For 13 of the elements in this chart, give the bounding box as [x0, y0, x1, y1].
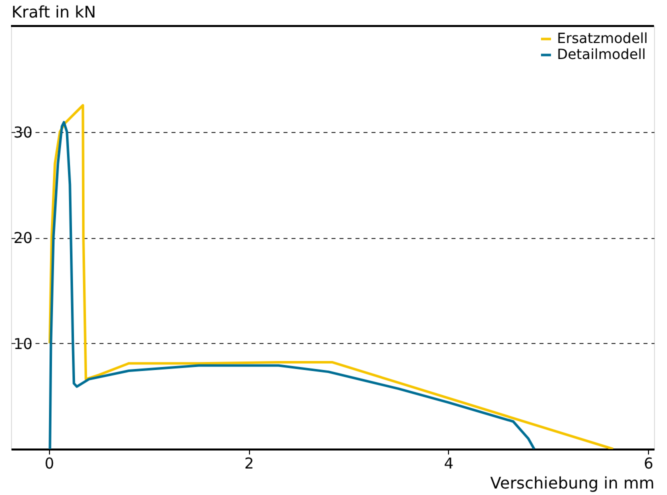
x-tick-label: 2 — [244, 454, 254, 472]
y-tick-label: 30 — [14, 123, 33, 142]
x-tick-label: 0 — [44, 454, 54, 472]
x-axis-title: Verschiebung in mm — [490, 474, 654, 492]
x-tick-label: 4 — [444, 454, 454, 472]
line-series — [48, 120, 536, 449]
y-tick-label: 20 — [14, 229, 33, 247]
y-tick-label: 10 — [14, 334, 33, 353]
legend-label: Detailmodell — [557, 47, 646, 63]
line-series — [48, 104, 614, 449]
y-axis-title: Kraft in kN — [12, 2, 96, 22]
legend-label: Ersatzmodell — [557, 31, 648, 47]
x-tick-label: 6 — [644, 454, 654, 472]
